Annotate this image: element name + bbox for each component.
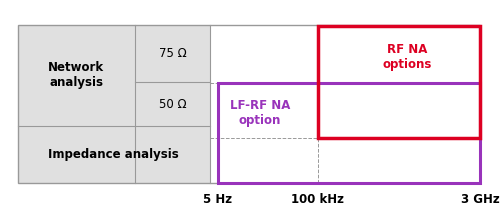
Text: 50 Ω: 50 Ω — [158, 98, 186, 110]
Text: LF-RF NA
option: LF-RF NA option — [230, 99, 290, 127]
Bar — [18, 25, 480, 183]
Text: Impedance analysis: Impedance analysis — [48, 148, 179, 161]
Text: RF NA
options: RF NA options — [382, 43, 432, 72]
Text: 75 Ω: 75 Ω — [158, 47, 186, 60]
Bar — [318, 26, 480, 138]
Text: 5 Hz: 5 Hz — [203, 193, 232, 206]
Text: 100 kHz: 100 kHz — [291, 193, 344, 206]
Bar — [18, 25, 210, 183]
Bar — [218, 83, 480, 183]
Text: 3 GHz: 3 GHz — [460, 193, 500, 206]
Text: Network
analysis: Network analysis — [48, 61, 104, 89]
